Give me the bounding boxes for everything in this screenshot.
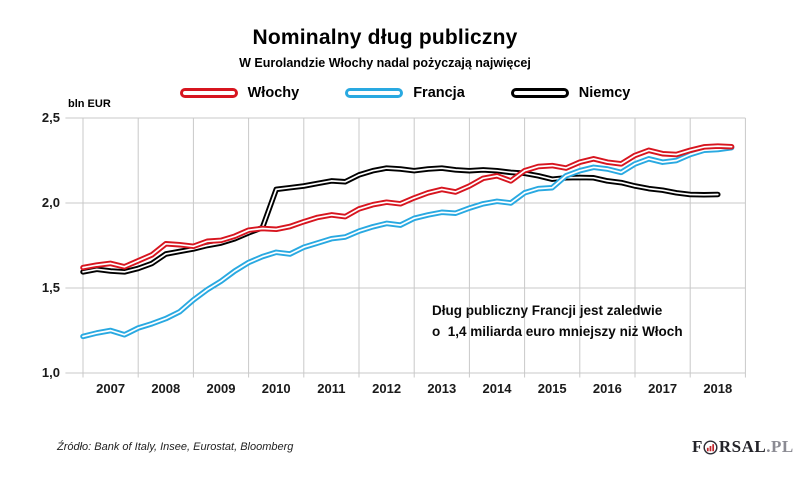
logo-text-rsal: RSAL: [718, 437, 767, 456]
page-subtitle: W Eurolandzie Włochy nadal pożyczają naj…: [239, 56, 531, 70]
y-axis-label: 2,0: [41, 195, 60, 210]
legend-line-swatch: [510, 88, 569, 98]
annotation-line-2: o 1,4 miliarda euro mniejszy niż Włoch: [432, 324, 683, 339]
x-axis-label: 2010: [261, 381, 291, 396]
legend-line-swatch: [345, 88, 404, 98]
forsal-logo: F RSAL .PL: [692, 437, 794, 457]
legend-item-francja: Francja: [345, 85, 465, 101]
y-axis-unit-label: bln EUR: [68, 98, 111, 110]
series-line-core-włochy: [82, 145, 733, 269]
x-axis-label: 2018: [703, 381, 733, 396]
x-axis-label: 2007: [96, 381, 126, 396]
logo-bar-chart-icon: [703, 439, 718, 455]
legend-item-włochy: Włochy: [179, 85, 300, 101]
legend-label: Francja: [413, 85, 465, 101]
legend-label: Niemcy: [578, 85, 631, 101]
annotation-line-1: Dług publiczny Francji jest zaledwie: [432, 303, 663, 318]
legend-label: Włochy: [247, 85, 300, 101]
x-axis-label: 2012: [372, 381, 402, 396]
x-axis-label: 2009: [206, 381, 236, 396]
logo-text-f: F: [692, 437, 703, 456]
x-axis-label: 2017: [648, 381, 678, 396]
page-title: Nominalny dług publiczny: [252, 26, 518, 49]
legend-line-swatch: [179, 88, 238, 98]
series-line-core-francja: [82, 146, 733, 338]
x-axis-label: 2015: [537, 381, 567, 396]
y-axis-label: 1,0: [41, 365, 60, 380]
x-axis-label: 2013: [427, 381, 457, 396]
x-axis-label: 2008: [151, 381, 181, 396]
series-line-core-niemcy: [82, 167, 719, 273]
chart-legend: Włochy Francja Niemcy: [65, 85, 745, 101]
x-axis-label: 2014: [482, 381, 512, 396]
y-axis-label: 1,5: [41, 280, 60, 295]
x-axis-label: 2011: [317, 381, 346, 396]
legend-item-niemcy: Niemcy: [510, 85, 631, 101]
x-axis-label: 2016: [592, 381, 622, 396]
source-credit: Źródło: Bank of Italy, Insee, Eurostat, …: [57, 441, 294, 453]
y-axis-label: 2,5: [41, 110, 60, 125]
chart-annotation: Dług publiczny Francji jest zaledwie o 1…: [432, 300, 683, 342]
logo-text-pl: .PL: [766, 437, 794, 456]
